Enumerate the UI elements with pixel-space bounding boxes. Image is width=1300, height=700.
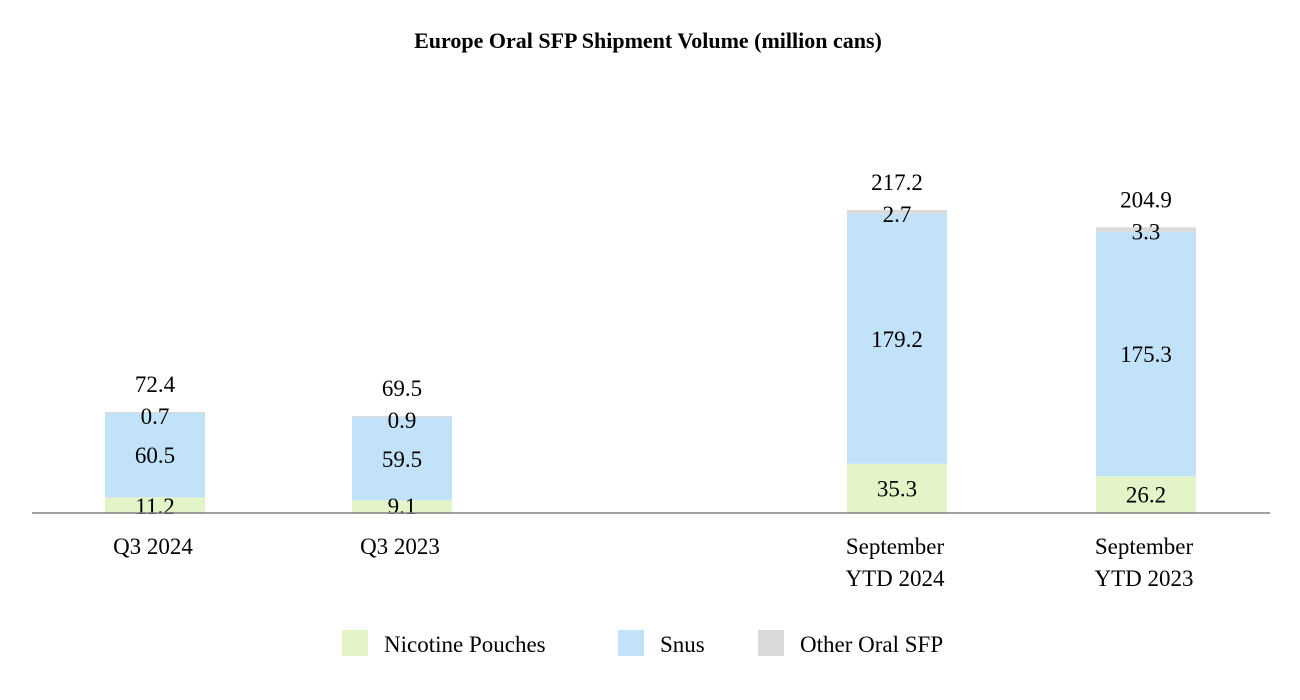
labels-layer: 11.2 60.5 0.7 72.4 9.1 59.5 0.9 69.5 35.3 179.2 2.… [135, 170, 1172, 519]
bar-segment-other-oral-sfp-q3-2023 [352, 416, 452, 418]
total-label-q3-2023: 69.5 [382, 376, 422, 401]
legend-swatch-nicotine-pouches [342, 630, 368, 656]
legend: Nicotine Pouches Snus Other Oral SFP [342, 630, 943, 657]
x-tick-labels: Q3 2024 Q3 2023 September YTD 2024 September… [113, 534, 1193, 591]
value-label-other-oral-sfp-september-ytd-2023: 3.3 [1132, 219, 1161, 244]
value-label-nicotine-pouches-q3-2023: 9.1 [388, 494, 417, 519]
bar-segment-snus-q3-2023 [352, 417, 452, 501]
value-label-snus-q3-2024: 60.5 [135, 443, 175, 468]
value-label-snus-september-ytd-2023: 175.3 [1120, 342, 1172, 367]
bar-segment-other-oral-sfp-september-ytd-2024 [847, 210, 947, 214]
bar-segment-nicotine-pouches-september-ytd-2024 [847, 463, 947, 513]
bar-segment-snus-q3-2024 [105, 412, 205, 498]
x-tick-label-q3-2024: Q3 2024 [113, 534, 193, 559]
bar-segment-other-oral-sfp-september-ytd-2023 [1096, 227, 1196, 232]
legend-label-nicotine-pouches: Nicotine Pouches [384, 632, 546, 657]
legend-label-other-oral-sfp: Other Oral SFP [800, 632, 943, 657]
bar-segment-nicotine-pouches-september-ytd-2023 [1096, 476, 1196, 513]
x-tick-label-september-ytd-2023-line-1: September [1095, 534, 1194, 559]
chart-title: Europe Oral SFP Shipment Volume (million… [414, 28, 882, 53]
bar-segment-snus-september-ytd-2023 [1096, 231, 1196, 477]
value-label-nicotine-pouches-q3-2024: 11.2 [135, 494, 174, 519]
legend-label-snus: Snus [660, 632, 705, 657]
legend-swatch-other-oral-sfp [758, 630, 784, 656]
total-label-september-ytd-2023: 204.9 [1120, 187, 1172, 212]
total-label-q3-2024: 72.4 [135, 372, 176, 397]
x-tick-label-september-ytd-2024-line-1: September [846, 534, 945, 559]
bar-segment-snus-september-ytd-2024 [847, 213, 947, 464]
value-label-snus-q3-2023: 59.5 [382, 447, 422, 472]
bars-layer [105, 210, 1196, 513]
value-label-other-oral-sfp-september-ytd-2024: 2.7 [883, 202, 912, 227]
bar-segment-other-oral-sfp-q3-2024 [105, 412, 205, 413]
total-label-september-ytd-2024: 217.2 [871, 170, 923, 195]
value-label-nicotine-pouches-september-ytd-2024: 35.3 [877, 476, 917, 501]
value-label-other-oral-sfp-q3-2024: 0.7 [141, 404, 170, 429]
x-tick-label-september-ytd-2024-line-2: YTD 2024 [845, 566, 945, 591]
value-label-snus-september-ytd-2024: 179.2 [871, 327, 923, 352]
value-label-other-oral-sfp-q3-2023: 0.9 [388, 408, 417, 433]
bar-segment-nicotine-pouches-q3-2023 [352, 500, 452, 513]
x-tick-label-q3-2023: Q3 2023 [360, 534, 440, 559]
bar-segment-nicotine-pouches-q3-2024 [105, 497, 205, 513]
value-label-nicotine-pouches-september-ytd-2023: 26.2 [1126, 483, 1166, 508]
x-tick-label-september-ytd-2023-line-2: YTD 2023 [1094, 566, 1193, 591]
legend-swatch-snus [618, 630, 644, 656]
